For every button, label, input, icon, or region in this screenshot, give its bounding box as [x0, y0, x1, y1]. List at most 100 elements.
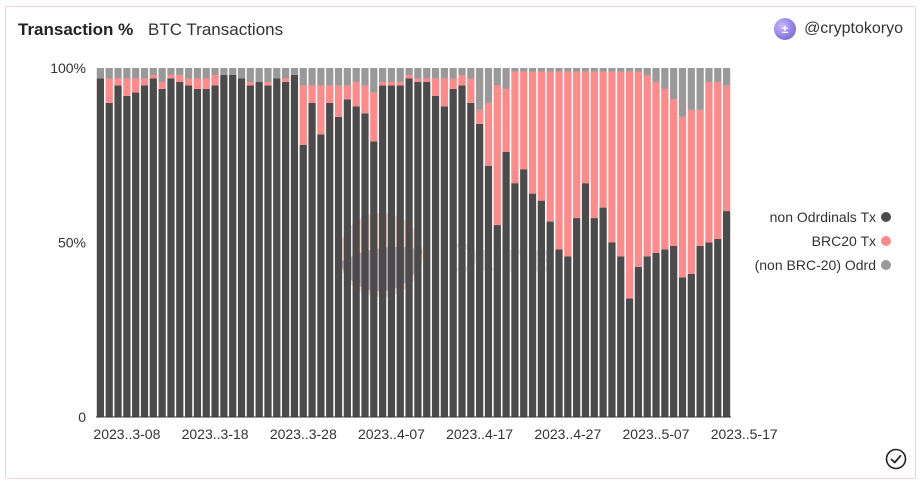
- bar-non-brc-20-odrd-27[interactable]: [334, 68, 343, 86]
- bar-brc20-tx-58[interactable]: [608, 71, 616, 243]
- bar-non-odrdinals-tx-18[interactable]: [255, 81, 263, 418]
- bar-brc20-tx-49[interactable]: [528, 71, 537, 194]
- bar-brc20-tx-52[interactable]: [555, 71, 563, 250]
- bar-non-odrdinals-tx-44[interactable]: [484, 165, 493, 417]
- bar-non-odrdinals-tx-58[interactable]: [608, 242, 616, 418]
- bar-non-brc-20-odrd-63[interactable]: [652, 68, 660, 82]
- bar-non-brc-20-odrd-69[interactable]: [705, 68, 713, 82]
- bar-brc20-tx-10[interactable]: [184, 78, 193, 86]
- bar-brc20-tx-68[interactable]: [696, 109, 704, 246]
- bar-non-brc-20-odrd-8[interactable]: [167, 68, 175, 75]
- bar-non-odrdinals-tx-40[interactable]: [449, 88, 457, 417]
- bar-non-odrdinals-tx-59[interactable]: [617, 256, 625, 417]
- bar-brc20-tx-9[interactable]: [176, 74, 184, 82]
- bar-non-brc-20-odrd-28[interactable]: [343, 68, 351, 86]
- bar-non-brc-20-odrd-3[interactable]: [123, 68, 131, 79]
- bar-non-brc-20-odrd-39[interactable]: [440, 68, 448, 79]
- bar-non-brc-20-odrd-9[interactable]: [176, 68, 184, 75]
- bar-non-brc-20-odrd-60[interactable]: [625, 68, 634, 72]
- bar-non-odrdinals-tx-3[interactable]: [123, 95, 131, 418]
- bar-brc20-tx-53[interactable]: [564, 71, 572, 257]
- bar-non-odrdinals-tx-43[interactable]: [476, 123, 484, 417]
- bar-non-odrdinals-tx-41[interactable]: [458, 85, 466, 417]
- bar-brc20-tx-36[interactable]: [414, 78, 422, 82]
- bar-brc20-tx-71[interactable]: [722, 85, 731, 212]
- bar-brc20-tx-45[interactable]: [493, 85, 501, 226]
- bar-non-brc-20-odrd-18[interactable]: [255, 68, 263, 82]
- bar-non-odrdinals-tx-71[interactable]: [722, 211, 731, 417]
- bar-brc20-tx-66[interactable]: [678, 116, 687, 278]
- bar-non-odrdinals-tx-55[interactable]: [581, 183, 590, 417]
- bar-non-odrdinals-tx-69[interactable]: [705, 242, 713, 418]
- bar-non-odrdinals-tx-17[interactable]: [246, 85, 254, 417]
- bar-non-brc-20-odrd-45[interactable]: [493, 68, 501, 86]
- bar-brc20-tx-12[interactable]: [202, 78, 210, 89]
- bar-brc20-tx-31[interactable]: [370, 92, 378, 142]
- bar-brc20-tx-30[interactable]: [361, 85, 369, 114]
- bar-non-odrdinals-tx-57[interactable]: [599, 207, 607, 417]
- bar-non-odrdinals-tx-34[interactable]: [396, 85, 404, 417]
- bar-non-brc-20-odrd-59[interactable]: [617, 68, 625, 72]
- bar-brc20-tx-65[interactable]: [670, 99, 678, 246]
- bar-non-odrdinals-tx-23[interactable]: [299, 144, 307, 417]
- bar-non-odrdinals-tx-64[interactable]: [661, 249, 669, 417]
- bar-non-brc-20-odrd-43[interactable]: [476, 68, 484, 110]
- author-badge[interactable]: ± @cryptokoryo: [774, 18, 903, 40]
- bar-non-brc-20-odrd-37[interactable]: [423, 68, 431, 79]
- bar-non-odrdinals-tx-22[interactable]: [290, 74, 299, 417]
- bar-brc20-tx-57[interactable]: [599, 71, 607, 208]
- bar-non-odrdinals-tx-36[interactable]: [414, 81, 422, 418]
- bar-non-brc-20-odrd-64[interactable]: [661, 68, 669, 89]
- bar-non-brc-20-odrd-7[interactable]: [158, 68, 166, 82]
- bar-non-odrdinals-tx-21[interactable]: [282, 81, 290, 418]
- bar-brc20-tx-21[interactable]: [282, 78, 290, 82]
- bar-non-odrdinals-tx-46[interactable]: [502, 151, 510, 417]
- bar-brc20-tx-41[interactable]: [458, 74, 466, 86]
- bar-non-brc-20-odrd-21[interactable]: [282, 68, 290, 79]
- bar-non-odrdinals-tx-56[interactable]: [590, 218, 598, 417]
- bar-non-brc-20-odrd-15[interactable]: [229, 68, 237, 75]
- bar-non-brc-20-odrd-20[interactable]: [273, 68, 281, 79]
- check-circle-icon[interactable]: [885, 448, 907, 470]
- bar-non-brc-20-odrd-30[interactable]: [361, 68, 369, 86]
- bar-brc20-tx-24[interactable]: [308, 85, 316, 103]
- bar-non-odrdinals-tx-6[interactable]: [149, 78, 157, 417]
- bar-non-odrdinals-tx-9[interactable]: [176, 81, 184, 418]
- bar-non-brc-20-odrd-32[interactable]: [379, 68, 387, 82]
- bar-non-brc-20-odrd-49[interactable]: [528, 68, 537, 72]
- bar-non-brc-20-odrd-47[interactable]: [511, 68, 519, 72]
- bar-non-brc-20-odrd-33[interactable]: [387, 68, 396, 82]
- bar-non-odrdinals-tx-38[interactable]: [431, 95, 440, 418]
- bar-non-brc-20-odrd-5[interactable]: [140, 68, 149, 79]
- bar-brc20-tx-46[interactable]: [502, 88, 510, 152]
- bar-brc20-tx-54[interactable]: [573, 71, 581, 219]
- bar-non-brc-20-odrd-13[interactable]: [211, 68, 219, 75]
- bar-brc20-tx-35[interactable]: [405, 74, 413, 79]
- bar-brc20-tx-7[interactable]: [158, 81, 166, 89]
- bar-brc20-tx-3[interactable]: [123, 78, 131, 96]
- bar-non-odrdinals-tx-68[interactable]: [696, 245, 704, 417]
- bar-non-odrdinals-tx-37[interactable]: [423, 81, 431, 418]
- bar-non-brc-20-odrd-53[interactable]: [564, 68, 572, 72]
- bar-non-odrdinals-tx-32[interactable]: [379, 85, 387, 417]
- bar-non-brc-20-odrd-31[interactable]: [370, 68, 378, 93]
- bar-brc20-tx-60[interactable]: [625, 71, 634, 299]
- bar-brc20-tx-34[interactable]: [396, 81, 404, 86]
- bar-brc20-tx-32[interactable]: [379, 81, 387, 86]
- bar-non-brc-20-odrd-23[interactable]: [299, 68, 307, 86]
- bar-non-odrdinals-tx-65[interactable]: [670, 245, 678, 417]
- bar-brc20-tx-62[interactable]: [643, 74, 651, 257]
- bar-non-brc-20-odrd-61[interactable]: [634, 68, 643, 72]
- bar-non-brc-20-odrd-54[interactable]: [573, 68, 581, 72]
- bar-brc20-tx-28[interactable]: [343, 85, 351, 100]
- bar-non-odrdinals-tx-20[interactable]: [273, 78, 281, 417]
- bar-non-brc-20-odrd-65[interactable]: [670, 68, 678, 100]
- bar-non-brc-20-odrd-50[interactable]: [537, 68, 545, 72]
- bar-non-brc-20-odrd-71[interactable]: [722, 68, 731, 86]
- bar-brc20-tx-38[interactable]: [431, 78, 440, 96]
- bar-brc20-tx-13[interactable]: [211, 74, 219, 86]
- bar-non-odrdinals-tx-5[interactable]: [140, 85, 149, 417]
- bar-brc20-tx-23[interactable]: [299, 85, 307, 145]
- bar-non-brc-20-odrd-1[interactable]: [105, 68, 113, 79]
- bar-non-brc-20-odrd-36[interactable]: [414, 68, 422, 79]
